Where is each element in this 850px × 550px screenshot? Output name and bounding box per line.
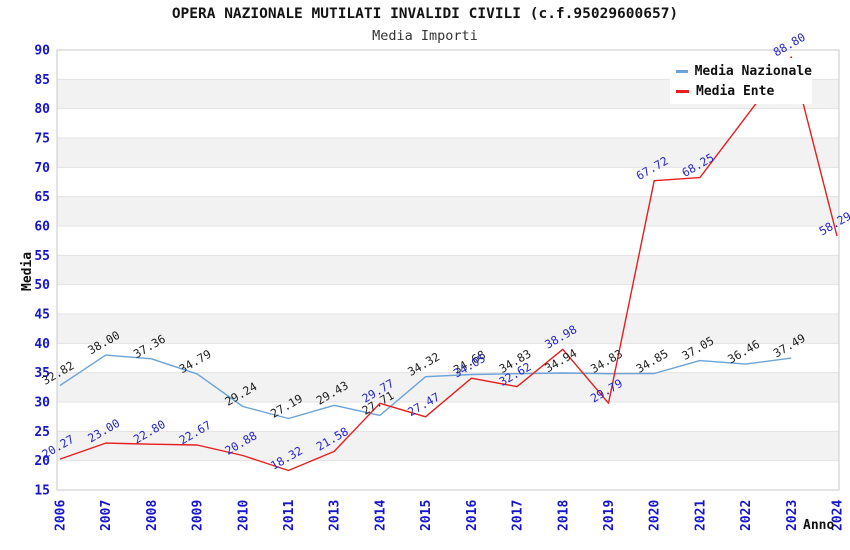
x-tick-label: 2014 bbox=[373, 500, 388, 531]
plot-band bbox=[57, 138, 839, 168]
data-label: 34.85 bbox=[634, 346, 671, 375]
chart-subtitle: Media Importi bbox=[372, 28, 478, 44]
y-tick-label: 15 bbox=[34, 484, 50, 499]
x-tick-label: 2016 bbox=[465, 500, 480, 531]
y-tick-label: 25 bbox=[34, 425, 50, 440]
y-tick-label: 60 bbox=[34, 220, 50, 235]
y-tick-label: 30 bbox=[34, 396, 50, 411]
x-tick-label: 2015 bbox=[419, 500, 434, 531]
y-tick-label: 35 bbox=[34, 366, 50, 381]
data-label: 88.80 bbox=[771, 30, 808, 59]
y-tick-label: 80 bbox=[34, 102, 50, 117]
y-tick-label: 85 bbox=[34, 73, 50, 88]
x-tick-label: 2006 bbox=[54, 500, 69, 531]
x-tick-label: 2008 bbox=[145, 500, 160, 531]
data-label: 34.83 bbox=[588, 346, 625, 375]
x-tick-label: 2013 bbox=[328, 500, 343, 531]
legend-swatch-blue-line bbox=[676, 69, 688, 73]
x-tick-label: 2007 bbox=[99, 500, 114, 531]
legend-swatch-red-line bbox=[676, 89, 689, 93]
y-tick-label: 55 bbox=[34, 249, 50, 264]
data-label: 34.79 bbox=[177, 347, 214, 376]
plot-band bbox=[57, 255, 839, 285]
x-tick-label: 2011 bbox=[282, 500, 297, 531]
x-axis-title: Anno bbox=[803, 518, 834, 533]
x-tick-label: 2018 bbox=[556, 500, 571, 531]
x-tick-label: 2009 bbox=[191, 500, 206, 531]
series-line-media-ente bbox=[59, 56, 838, 472]
x-tick-label: 2022 bbox=[739, 500, 754, 531]
plot-band bbox=[57, 431, 839, 461]
plot-band bbox=[57, 314, 839, 344]
plot-area: 15 20 25 30 35 40 45 50 55 60 65 70 75 80 85 90 2006 2007… bbox=[34, 30, 850, 531]
plot-border bbox=[56, 49, 840, 491]
x-tick-label: 2017 bbox=[511, 500, 526, 531]
y-tick-label: 70 bbox=[34, 161, 50, 176]
y-tick-label: 45 bbox=[34, 308, 50, 323]
legend-item-media-ente: Media Ente bbox=[676, 81, 812, 101]
x-tick-label: 2019 bbox=[602, 500, 617, 531]
chart-title: OPERA NAZIONALE MUTILATI INVALIDI CIVILI… bbox=[171, 6, 679, 22]
series-line-media-nazionale bbox=[59, 354, 792, 420]
y-axis-title: Media bbox=[20, 252, 35, 291]
x-tick-label: 2023 bbox=[785, 500, 800, 531]
x-tick-label: 2024 bbox=[831, 500, 846, 531]
plot-band bbox=[57, 196, 839, 226]
y-tick-label: 50 bbox=[34, 278, 50, 293]
legend-label: Media Nazionale bbox=[694, 63, 812, 79]
x-tick-label: 2010 bbox=[236, 500, 251, 531]
legend-item-media-nazionale: Media Nazionale bbox=[676, 61, 812, 81]
y-tick-label: 20 bbox=[34, 454, 50, 469]
y-tick-label: 40 bbox=[34, 337, 50, 352]
legend-label: Media Ente bbox=[696, 83, 775, 99]
y-tick-label: 65 bbox=[34, 190, 50, 205]
legend: Media Nazionale Media Ente bbox=[670, 58, 812, 104]
x-tick-label: 2020 bbox=[648, 500, 663, 531]
x-tick-label: 2021 bbox=[693, 500, 708, 531]
y-tick-label: 75 bbox=[34, 132, 50, 147]
y-tick-label: 90 bbox=[34, 44, 50, 59]
